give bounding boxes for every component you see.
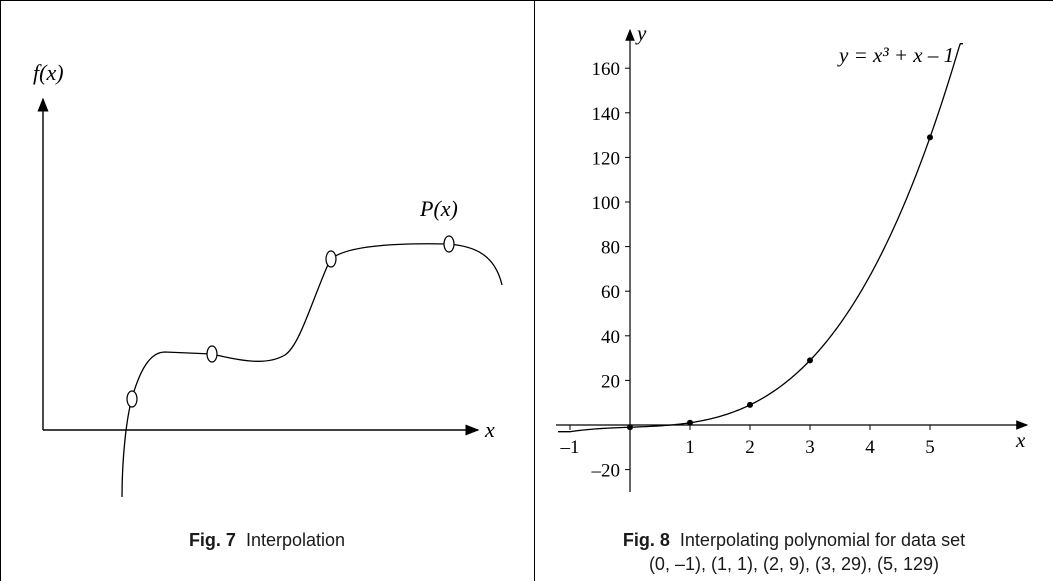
y-tick-label: 40	[601, 327, 620, 348]
curve-label: P(x)	[419, 196, 458, 221]
node-marker	[325, 250, 337, 268]
figure-8-caption-text: Interpolating polynomial for data set	[679, 530, 966, 550]
polynomial-curve	[558, 43, 963, 433]
y-tick-label: 100	[592, 193, 621, 214]
figure-8-caption: Fig. 8 Interpolating polynomial for data…	[535, 528, 1053, 576]
y-axis-label: f(x)	[33, 60, 64, 85]
data-point	[927, 134, 933, 141]
x-tick-label: 1	[685, 437, 695, 458]
figure-7-caption-text: Interpolation	[245, 530, 346, 550]
x-tick-label: 4	[865, 437, 875, 458]
node-marker	[443, 235, 455, 253]
y-tick-label: 120	[592, 148, 621, 169]
x-tick-label: 5	[925, 437, 935, 458]
equation-label: y = x³ + x – 1	[837, 43, 954, 67]
frame-divider-line	[534, 0, 535, 581]
x-tick-label: 2	[745, 437, 755, 458]
y-tick-label: 20	[601, 371, 620, 392]
figure-8-caption-line-1: Fig. 8 Interpolating polynomial for data…	[535, 528, 1053, 552]
figure-8-chart: –1 1 2 3 4 5 –20 20 40 60 80 100 120 140 160 y x y = x…	[556, 21, 1029, 492]
figure-7-caption: Fig. 7 Interpolation	[0, 528, 534, 552]
node-marker	[206, 345, 218, 363]
data-point	[687, 419, 693, 426]
figure-7-number: Fig. 7	[188, 530, 236, 550]
y-tick-label: 60	[601, 282, 620, 303]
x-axis-label: x	[1015, 428, 1026, 452]
figure-7-chart: f(x) x P(x)	[33, 60, 503, 498]
data-point	[807, 357, 813, 364]
y-axis-label: y	[635, 21, 647, 45]
figure-7-panel: f(x) x P(x) Fig. 7 Interpolation	[0, 60, 534, 552]
x-tick-label: 3	[805, 437, 815, 458]
y-tick-label: –20	[591, 461, 621, 482]
data-point	[627, 424, 633, 431]
figure-8-caption-line-2: (0, –1), (1, 1), (2, 9), (3, 29), (5, 12…	[648, 554, 940, 574]
interpolating-curve	[121, 243, 503, 498]
y-tick-label: 80	[601, 238, 620, 259]
frame-top-line	[0, 0, 1053, 1]
figure-8-panel: –1 1 2 3 4 5 –20 20 40 60 80 100 120 140 160 y x y = x…	[535, 0, 1053, 581]
x-tick-label: –1	[560, 437, 580, 458]
x-axis-label: x	[484, 417, 495, 442]
frame-left-line	[0, 0, 1, 581]
figure-8-number: Fig. 8	[622, 530, 670, 550]
data-point	[747, 401, 753, 408]
y-tick-label: 140	[592, 104, 621, 125]
y-tick-label: 160	[592, 59, 621, 80]
node-marker	[126, 390, 138, 408]
